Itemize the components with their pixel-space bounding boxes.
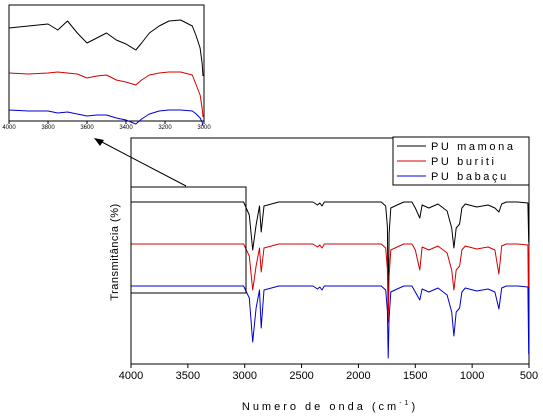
inset-series-line-1 <box>8 71 204 118</box>
inset-series-group <box>8 19 204 127</box>
main-x-tick-label: 1500 <box>403 370 427 382</box>
main-x-tick-label: 2500 <box>289 370 313 382</box>
inset-x-tick-label: 3800 <box>41 125 55 131</box>
main-series-line-1 <box>131 243 530 333</box>
inset-series-line-0 <box>8 19 204 77</box>
main-x-tick-label: 500 <box>520 370 538 382</box>
inset-x-tick-label: 3000 <box>197 125 211 131</box>
main-series-line-0 <box>131 201 530 311</box>
main-x-tick-label: 1000 <box>460 370 484 382</box>
legend-label-buriti: PU buriti <box>431 156 497 168</box>
main-x-tick-label: 3500 <box>176 370 200 382</box>
legend-label-mamona: PU mamona <box>431 141 516 153</box>
main-series-group <box>131 201 530 359</box>
inset-x-ticks: 4000 3800 3600 3400 3200 3000 <box>2 121 211 131</box>
inset-x-tick-label: 3200 <box>158 125 172 131</box>
x-axis-title: Numero de onda (cm-1) <box>242 400 418 413</box>
zoom-arrow-head <box>94 138 104 146</box>
inset-x-tick-label: 3600 <box>80 125 94 131</box>
inset-x-tick-label: 3400 <box>119 125 133 131</box>
inset-plot-frame <box>8 4 205 122</box>
main-x-tick-label: 4000 <box>119 370 143 382</box>
x-axis-title-superscript: -1 <box>399 400 411 407</box>
main-x-tick-label: 2000 <box>346 370 370 382</box>
legend: PU mamona PU buriti PU babaçu <box>392 136 530 186</box>
x-axis-title-main: Numero de onda (cm <box>242 401 399 413</box>
zoom-arrow <box>99 140 187 187</box>
y-axis-title: Transmitância (%) <box>109 203 121 300</box>
main-x-tick-label: 3000 <box>232 370 256 382</box>
main-series-line-2 <box>131 285 530 359</box>
x-axis-title-close: ) <box>411 401 418 413</box>
inset-series-line-2 <box>8 109 204 127</box>
main-x-ticks: 4000 3500 3000 2500 2000 1500 1000 500 <box>119 364 538 382</box>
zoom-region-box <box>130 186 247 294</box>
legend-label-babacu: PU babaçu <box>431 171 509 183</box>
inset-x-tick-label: 4000 <box>2 125 16 131</box>
